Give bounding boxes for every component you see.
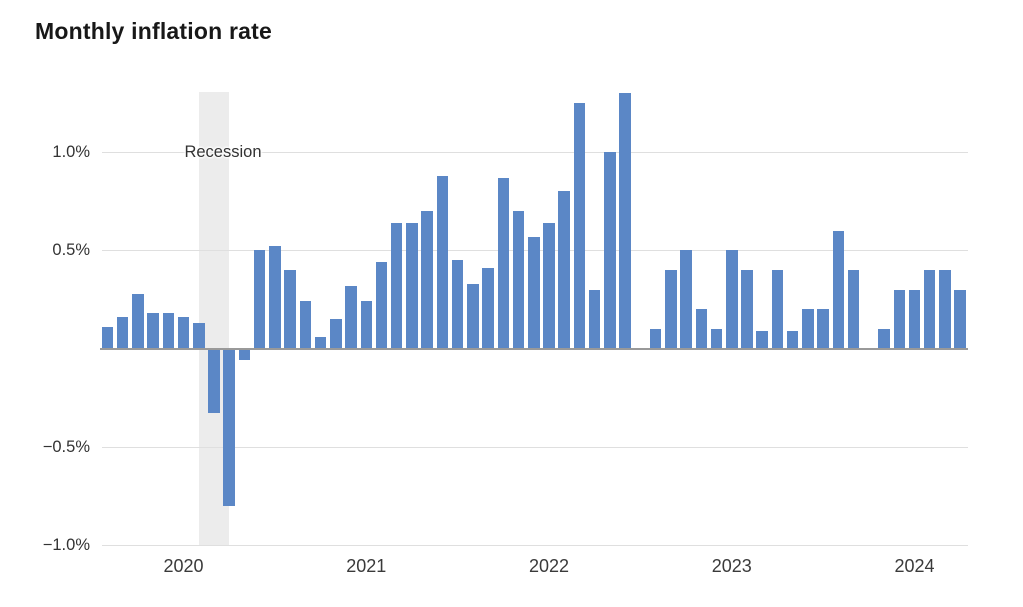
bar [726,250,738,349]
bar [162,313,175,349]
bar [482,267,494,349]
bar [756,330,768,349]
grid-line [102,446,968,448]
bar [604,152,616,349]
bar [543,222,555,349]
x-tick-label: 2022 [528,556,570,576]
bar [208,348,220,414]
y-tick-label: −1.0% [42,536,90,554]
x-tick-label: 2023 [711,556,752,576]
bar [238,348,251,361]
bar [101,326,114,349]
bar [512,211,525,349]
bar [680,250,692,349]
bar [116,317,129,349]
bar [406,222,418,349]
bar [893,289,906,349]
bar [528,236,540,349]
bar [923,269,936,349]
bar [710,328,723,349]
bar [649,328,662,349]
bar [421,211,433,349]
bar [939,269,951,349]
bar [390,222,403,349]
bar [345,285,357,349]
bar [193,323,205,349]
bar [497,177,510,349]
x-tick-label: 2020 [163,556,204,576]
chart-title: Monthly inflation rate [35,18,272,44]
bar [284,269,296,349]
y-tick-label: 1.0% [52,143,90,161]
bar [878,328,890,349]
bar [771,269,784,349]
bar [177,317,190,349]
bar [360,301,373,349]
bar [802,309,814,349]
bar [619,93,631,349]
bar [269,246,281,349]
bar [314,336,327,349]
bar [253,250,266,349]
bar [467,283,479,349]
zero-line [100,347,968,350]
bar [908,289,921,349]
bar [436,175,449,349]
bar [299,301,312,349]
bar [558,191,570,349]
bar [817,309,829,349]
y-tick-label: −0.5% [42,437,90,456]
x-tick-label: 2021 [346,556,387,576]
bar [451,260,464,349]
recession-label: Recession [184,143,262,161]
grid-line [102,545,968,546]
bar [786,330,799,349]
bar [223,348,235,506]
bar [147,313,159,349]
bar [695,309,708,349]
bar [132,293,144,349]
x-tick-label: 2024 [894,556,935,576]
bar [330,319,342,349]
bar [832,230,845,349]
grid-line [102,152,968,153]
y-tick-label: 0.5% [52,241,90,260]
bar [954,289,966,349]
bar [847,269,860,349]
bar [573,102,586,349]
bar [741,269,753,349]
bar [375,262,388,349]
bar [588,289,601,349]
bar [665,269,677,349]
